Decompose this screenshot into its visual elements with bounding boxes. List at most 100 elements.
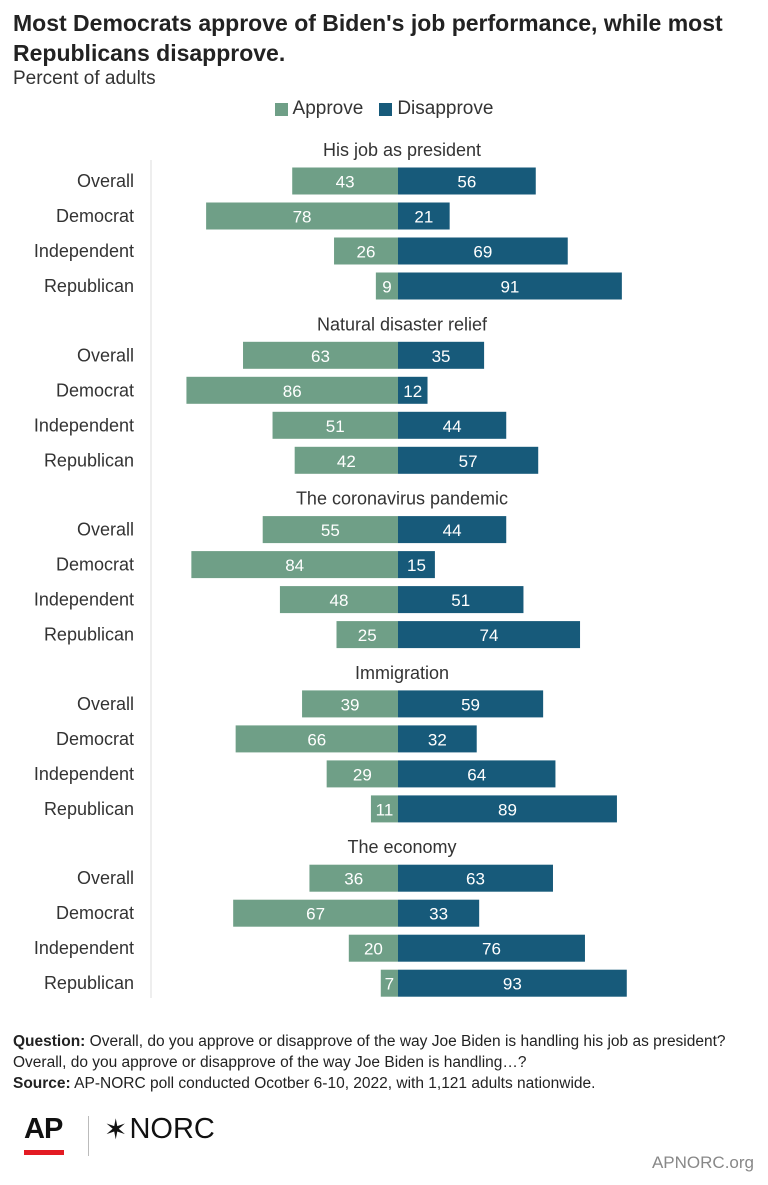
legend: Approve Disapprove — [0, 98, 768, 120]
approve-value-label: 39 — [341, 695, 360, 714]
ap-logo-underline — [24, 1150, 64, 1155]
approve-value-label: 11 — [376, 800, 394, 819]
approve-bar — [233, 899, 398, 927]
category-label: Democrat — [56, 555, 134, 575]
disapprove-value-label: 32 — [428, 730, 447, 749]
category-label: Independent — [34, 415, 134, 435]
disapprove-bar — [398, 934, 585, 962]
approve-value-label: 86 — [283, 382, 302, 401]
disapprove-bar — [398, 864, 553, 892]
source-note: Source: AP-NORC poll conducted Ocotber 6… — [13, 1073, 758, 1094]
disapprove-value-label: 56 — [457, 173, 476, 192]
category-label: Independent — [34, 590, 134, 610]
disapprove-value-label: 21 — [414, 208, 433, 227]
source-text: AP-NORC poll conducted Ocotber 6-10, 202… — [74, 1075, 596, 1092]
norc-star-icon: ✶ — [104, 1114, 128, 1145]
approve-value-label: 29 — [353, 765, 372, 784]
category-label: Democrat — [56, 729, 134, 749]
approve-bar — [348, 934, 398, 962]
disapprove-bar — [398, 202, 450, 230]
chart-title: Most Democrats approve of Biden's job pe… — [13, 10, 723, 66]
approve-bar — [334, 237, 398, 265]
question-note: Question: Overall, do you approve or dis… — [13, 1031, 758, 1073]
disapprove-value-label: 69 — [473, 243, 492, 262]
category-label: Overall — [77, 345, 134, 365]
chart-area: His job as president Overall 43 56 Democrat 7… — [34, 140, 627, 998]
logo-divider — [88, 1116, 89, 1156]
chart-subtitle: Percent of adults — [13, 68, 156, 89]
disapprove-bar — [398, 446, 539, 474]
disapprove-bar — [398, 899, 480, 927]
approve-bar — [272, 411, 398, 439]
legend-swatch-approve — [274, 102, 288, 116]
disapprove-value-label: 64 — [467, 765, 486, 784]
approve-value-label: 63 — [311, 347, 330, 366]
disapprove-bar — [398, 516, 507, 544]
approve-bar — [294, 446, 398, 474]
approve-bar — [370, 795, 398, 823]
disapprove-bar — [398, 725, 477, 753]
category-label: Overall — [77, 868, 134, 888]
group-title: The coronavirus pandemic — [296, 489, 508, 509]
disapprove-value-label: 91 — [500, 278, 519, 297]
disapprove-bar — [398, 795, 617, 823]
legend-item-approve: Approve — [274, 98, 363, 120]
disapprove-bar — [398, 341, 485, 369]
category-label: Democrat — [56, 903, 134, 923]
approve-bar — [302, 690, 398, 718]
approve-value-label: 9 — [382, 278, 391, 297]
approve-bar — [206, 202, 398, 230]
disapprove-value-label: 74 — [480, 626, 499, 645]
category-label: Overall — [77, 694, 134, 714]
approve-bar — [375, 272, 398, 300]
disapprove-bar — [398, 969, 627, 997]
approve-bar — [262, 516, 398, 544]
norc-logo: ✶ NORC — [104, 1113, 215, 1146]
legend-swatch-disapprove — [379, 102, 393, 116]
approve-value-label: 43 — [336, 173, 355, 192]
disapprove-value-label: 12 — [403, 382, 422, 401]
category-label: Republican — [44, 450, 134, 470]
category-label: Overall — [77, 171, 134, 191]
approve-value-label: 20 — [364, 940, 383, 959]
approve-bar — [336, 621, 398, 649]
disapprove-bar — [398, 621, 581, 649]
approve-bar — [191, 551, 398, 579]
category-label: Republican — [44, 973, 134, 993]
category-label: Democrat — [56, 206, 134, 226]
disapprove-value-label: 44 — [443, 417, 462, 436]
ap-logo: AP — [24, 1113, 63, 1145]
legend-item-disapprove: Disapprove — [379, 98, 493, 120]
approve-bar — [380, 969, 398, 997]
question-text: Overall, do you approve or disapprove of… — [13, 1033, 726, 1071]
group-title: Natural disaster relief — [317, 314, 488, 334]
norc-logo-text: NORC — [129, 1113, 215, 1145]
disapprove-value-label: 51 — [451, 591, 470, 610]
source-label: Source: — [13, 1075, 71, 1092]
approve-value-label: 51 — [326, 417, 345, 436]
category-label: Independent — [34, 241, 134, 261]
disapprove-bar — [398, 760, 556, 788]
disapprove-value-label: 35 — [432, 347, 451, 366]
site-url[interactable]: APNORC.org — [651, 1153, 754, 1172]
category-label: Independent — [34, 938, 134, 958]
approve-bar — [292, 167, 398, 195]
disapprove-value-label: 57 — [459, 452, 478, 471]
disapprove-bar — [398, 237, 568, 265]
disapprove-bar — [398, 411, 507, 439]
category-label: Overall — [77, 520, 134, 540]
approve-value-label: 78 — [293, 208, 312, 227]
approve-bar — [279, 586, 398, 614]
approve-value-label: 66 — [307, 730, 326, 749]
group-title: His job as president — [323, 140, 481, 160]
disapprove-bar — [398, 586, 524, 614]
category-label: Republican — [44, 276, 134, 296]
approve-value-label: 55 — [321, 521, 340, 540]
disapprove-value-label: 44 — [443, 521, 462, 540]
disapprove-bar — [398, 690, 544, 718]
group-title: Immigration — [355, 663, 449, 683]
approve-value-label: 67 — [306, 905, 325, 924]
disapprove-bar — [398, 376, 428, 404]
disapprove-value-label: 93 — [503, 975, 522, 994]
approve-value-label: 25 — [358, 626, 377, 645]
